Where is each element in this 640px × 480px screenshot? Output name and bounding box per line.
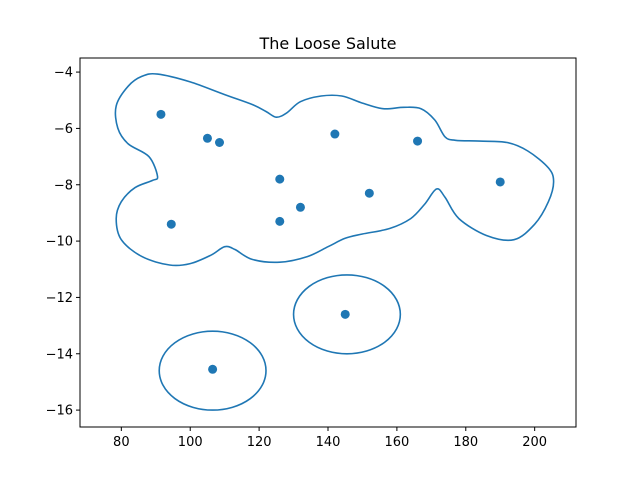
data-point: [215, 138, 224, 148]
data-point: [275, 174, 285, 184]
chart-title: The Loose Salute: [259, 34, 397, 53]
contour-line: [114, 72, 555, 267]
scatter-points: [156, 109, 505, 374]
data-point: [340, 309, 350, 319]
data-point: [495, 177, 505, 187]
contour-line: [292, 274, 402, 355]
y-tick-label: −12: [46, 291, 73, 306]
x-tick-label: 200: [522, 435, 547, 450]
x-tick-label: 100: [178, 435, 203, 450]
data-point: [208, 364, 218, 374]
y-tick-label: −14: [46, 347, 73, 362]
x-tick-label: 80: [113, 435, 130, 450]
x-tick-label: 140: [316, 435, 341, 450]
data-point: [295, 202, 305, 212]
data-point: [364, 188, 374, 198]
data-point: [166, 219, 176, 229]
data-point: [156, 109, 166, 119]
contour-group: [114, 72, 555, 411]
x-tick-label: 120: [247, 435, 272, 450]
contour-line: [158, 330, 267, 411]
y-tick-label: −4: [54, 66, 73, 81]
x-tick-label: 160: [384, 435, 409, 450]
y-tick-label: −6: [54, 122, 73, 137]
data-point: [413, 136, 423, 146]
data-point: [202, 133, 212, 143]
x-tick-label: 180: [453, 435, 478, 450]
data-point: [330, 129, 340, 139]
y-tick-label: −16: [46, 404, 73, 419]
y-tick-label: −8: [54, 178, 73, 193]
y-tick-label: −10: [46, 235, 73, 250]
data-point: [275, 216, 285, 226]
axes: 80 100 120 140 160 180 200 −4 −6 −8 −10 −12 −14 −16: [46, 57, 577, 450]
